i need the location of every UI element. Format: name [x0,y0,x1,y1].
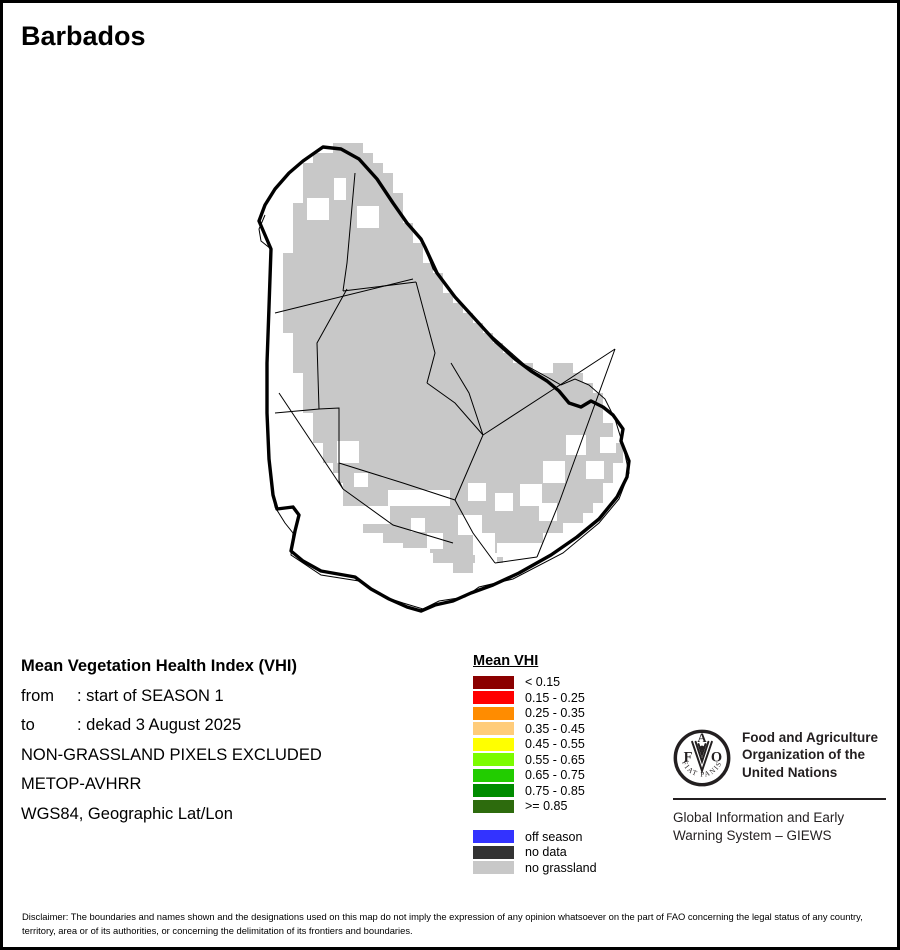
legend-label: 0.65 - 0.75 [525,768,585,782]
legend-swatch [473,691,514,705]
legend-label: 0.45 - 0.55 [525,737,585,751]
legend-swatch [473,722,514,736]
fao-divider [673,798,886,800]
legend-label: no grassland [525,860,597,875]
fao-org-line-1: Food and Agriculture [742,730,878,745]
legend-status-2: no grassland [473,860,597,876]
legend-label: 0.25 - 0.35 [525,706,585,720]
coastline-outline [257,145,631,613]
legend-label: >= 0.85 [525,799,568,813]
fao-org-line-2: Organization of the [742,747,865,763]
info-from-key: from [21,686,54,705]
svg-text:O: O [711,749,722,765]
legend-label: 0.55 - 0.65 [525,752,585,767]
info-sensor: METOP-AVHRR [21,775,142,793]
map-legend: Mean VHI < 0.15 0.15 - 0.25 0.25 - 0.35 … [473,654,597,876]
legend-label: off season [525,829,583,844]
legend-item-5: 0.55 - 0.65 [473,752,597,768]
legend-label: 0.75 - 0.85 [525,783,585,798]
vhi-raster-no-grassland [283,143,623,573]
map-info-block: Mean Vegetation Health Index (VHI) from … [21,658,451,835]
legend-item-6: 0.65 - 0.75 [473,768,597,784]
info-note: NON-GRASSLAND PIXELS EXCLUDED [21,745,322,764]
page-title: Barbados [21,21,146,51]
legend-item-7: 0.75 - 0.85 [473,783,597,799]
legend-swatch [473,845,514,859]
fao-unit-name: Global Information and Early Warning Sys… [673,809,888,845]
legend-swatch [473,753,514,767]
legend-item-8: >= 0.85 [473,799,597,815]
admin-boundaries [274,172,616,564]
legend-status-0: off season [473,829,597,845]
fao-logo-row: F A O FIAT PANIS Food and Agriculture Or… [673,729,888,787]
legend-title: Mean VHI [473,653,539,669]
legend-label: no data [525,845,567,859]
fao-unit-line-1: Global Information and Early [673,810,845,825]
vhi-raster-holes [266,178,616,591]
info-to-value: : dekad 3 August 2025 [77,716,242,734]
legend-status-1: no data [473,845,597,861]
legend-swatch [473,675,514,689]
legend-swatch [473,768,514,782]
svg-text:A: A [697,731,707,745]
barbados-map-graphic [257,143,631,613]
fao-org-line-3: United Nations [742,764,838,780]
info-heading: Mean Vegetation Health Index (VHI) [21,657,297,675]
fao-organization-name: Food and Agriculture Organization of the… [742,729,878,781]
legend-separator-gap [473,814,597,829]
legend-label: 0.35 - 0.45 [525,721,585,736]
legend-swatch [473,861,514,875]
legend-swatch [473,784,514,798]
legend-label: 0.15 - 0.25 [525,690,585,705]
map-canvas[interactable] [3,63,897,643]
legend-item-0: < 0.15 [473,675,597,691]
info-to-key: to [21,716,35,734]
legend-label: < 0.15 [525,675,561,689]
legend-item-4: 0.45 - 0.55 [473,737,597,753]
legend-item-3: 0.35 - 0.45 [473,721,597,737]
fao-unit-line-2: Warning System – GIEWS [673,827,832,843]
info-row-to: to : dekad 3 August 2025 [21,717,451,734]
fao-logo-block: F A O FIAT PANIS Food and Agriculture Or… [673,729,888,845]
info-from-value: : start of SEASON 1 [77,686,224,705]
svg-text:F: F [684,749,693,765]
fao-emblem-icon: F A O FIAT PANIS [673,729,731,787]
legend-swatch [473,706,514,720]
info-row-from: from : start of SEASON 1 [21,686,451,705]
legend-swatch [473,799,514,813]
info-projection: WGS84, Geographic Lat/Lon [21,804,233,823]
legend-item-1: 0.15 - 0.25 [473,690,597,706]
disclaimer-text: Disclaimer: The boundaries and names sho… [22,911,863,937]
legend-swatch [473,737,514,751]
legend-swatch [473,830,514,844]
legend-item-2: 0.25 - 0.35 [473,706,597,722]
